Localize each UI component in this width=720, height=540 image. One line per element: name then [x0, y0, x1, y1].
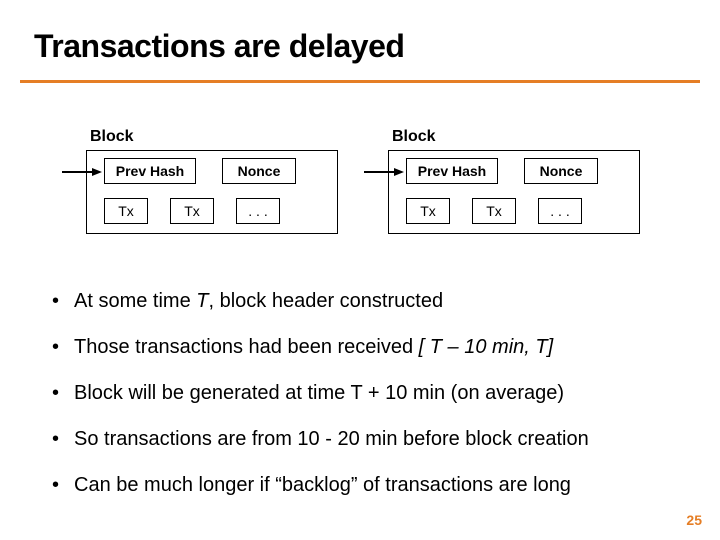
bullet-text: Those transactions had been received [74, 336, 419, 358]
bullet-text: Can be much longer if “backlog” of trans… [74, 474, 571, 496]
bullet-list: At some time T, block header constructed… [52, 290, 680, 520]
prev-hash-cell: Prev Hash [406, 158, 498, 184]
bullet-text: At some time [74, 290, 196, 312]
title-underline [20, 80, 700, 83]
page-number: 25 [686, 512, 702, 528]
bullet-italic: [ T – 10 min, T] [419, 336, 553, 358]
block-label: Block [392, 128, 436, 146]
slide: Transactions are delayed Block Prev Hash… [0, 0, 720, 540]
bullet-item: Block will be generated at time T + 10 m… [52, 382, 680, 405]
tx-cell: Tx [170, 198, 214, 224]
bullet-item: Those transactions had been received [ T… [52, 336, 680, 359]
bullet-item: At some time T, block header constructed [52, 290, 680, 313]
bullet-text: , block header constructed [208, 290, 443, 312]
ellipsis-cell: . . . [538, 198, 582, 224]
nonce-cell: Nonce [222, 158, 296, 184]
tx-cell: Tx [104, 198, 148, 224]
tx-cell: Tx [472, 198, 516, 224]
bullet-item: So transactions are from 10 - 20 min bef… [52, 428, 680, 451]
block-label: Block [90, 128, 134, 146]
bullet-italic: T [196, 290, 208, 312]
slide-title: Transactions are delayed [34, 28, 404, 65]
tx-cell: Tx [406, 198, 450, 224]
prev-hash-cell: Prev Hash [104, 158, 196, 184]
bullet-text: Block will be generated at time T + 10 m… [74, 382, 564, 404]
nonce-cell: Nonce [524, 158, 598, 184]
ellipsis-cell: . . . [236, 198, 280, 224]
block-diagram: Block Prev Hash Nonce Tx Tx . . . Block … [62, 120, 658, 240]
bullet-text: So transactions are from 10 - 20 min bef… [74, 428, 589, 450]
bullet-item: Can be much longer if “backlog” of trans… [52, 474, 680, 497]
